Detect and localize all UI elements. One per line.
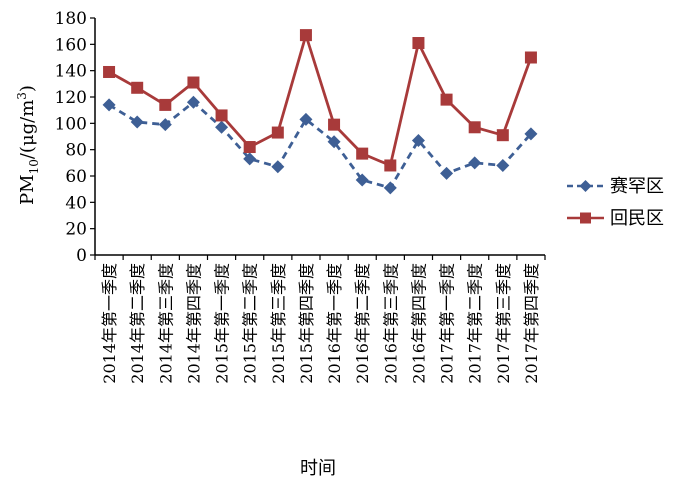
data-point-0 [524,127,538,141]
data-point-1 [384,159,397,172]
data-point-1 [440,93,453,106]
x-tick-label: 2014年第二季度 [128,263,147,384]
data-point-1 [103,65,116,78]
x-tick-label: 2016年第四季度 [409,263,428,384]
x-tick-label: 2014年第三季度 [156,263,175,384]
y-tick-label: 0 [76,246,87,266]
series-line-1 [108,33,533,167]
x-tick-label: 2017年第一季度 [438,263,457,384]
x-axis: 2014年第一季度 2014年第二季度 2014年第三季度 2014年第四季度 2015… [94,254,546,384]
data-point-0 [130,115,144,129]
y-tick-label: 100 [55,114,87,134]
data-point-0 [468,156,482,170]
x-tick-label: 2014年第一季度 [100,263,119,384]
legend-marker-0 [579,180,592,192]
y-axis-title-close: ) [17,85,38,92]
data-point-1 [299,29,312,42]
legend-marker-1 [580,212,591,224]
y-axis-title-main: PM [17,174,38,205]
y-tick-label: 180 [55,9,87,29]
x-tick-label: 2016年第三季度 [381,263,400,384]
x-tick-label: 2015年第三季度 [269,263,288,384]
y-tick-label: 80 [65,141,87,161]
y-axis-title-sup: 3 [15,92,29,100]
data-point-1 [496,129,509,142]
data-point-0 [440,166,454,180]
data-point-1 [271,126,284,139]
x-tick-label: 2017年第二季度 [466,263,485,384]
data-point-1 [524,51,537,64]
data-point-0 [299,112,313,126]
series-line-0 [108,100,532,190]
y-axis-title: PM10/(μg/m3) [15,85,41,205]
data-point-0 [411,133,425,147]
y-tick-label: 60 [65,167,87,187]
data-point-0 [496,158,510,172]
legend-label-0: 赛罕区 [610,176,664,197]
data-point-1 [328,118,341,131]
legend: 赛罕区 回民区 [567,176,664,229]
data-point-0 [215,120,229,134]
y-tick-label: 120 [55,88,87,108]
data-point-0 [383,181,397,195]
data-point-1 [187,76,200,89]
legend-item-1: 回民区 [567,208,664,229]
data-point-0 [271,160,285,174]
data-point-1 [159,98,172,111]
data-point-0 [355,173,369,187]
x-tick-label: 2015年第二季度 [241,263,260,384]
legend-label-1: 回民区 [610,208,664,229]
data-point-0 [102,98,116,112]
data-point-1 [243,141,256,154]
x-tick-label: 2016年第一季度 [325,263,344,384]
y-axis-title-unit: /(μg/m [17,100,38,159]
x-tick-label: 2015年第一季度 [213,263,232,384]
data-point-1 [412,37,425,50]
data-point-1 [468,121,481,134]
y-axis: 0 20 40 60 80 100 120 140 160 180 [55,9,96,266]
y-tick-label: 20 [65,220,87,240]
data-point-0 [327,135,341,149]
plot-area [102,29,538,195]
data-point-1 [215,109,228,122]
x-tick-label: 2016年第二季度 [353,263,372,384]
y-tick-label: 140 [55,62,87,82]
data-point-0 [158,118,172,132]
y-tick-label: 40 [65,193,87,213]
x-axis-title: 时间 [300,458,336,479]
y-tick-label: 160 [55,35,87,55]
x-tick-label: 2015年第四季度 [297,263,316,384]
data-point-1 [356,147,369,160]
x-tick-label: 2017年第三季度 [494,263,513,384]
legend-item-0: 赛罕区 [567,176,664,197]
x-tick-label: 2017年第四季度 [522,263,541,384]
data-point-0 [186,95,200,109]
data-point-1 [131,81,144,94]
x-tick-label: 2014年第四季度 [184,263,203,384]
data-point-0 [243,152,257,166]
y-axis-title-sub: 10 [27,159,41,174]
